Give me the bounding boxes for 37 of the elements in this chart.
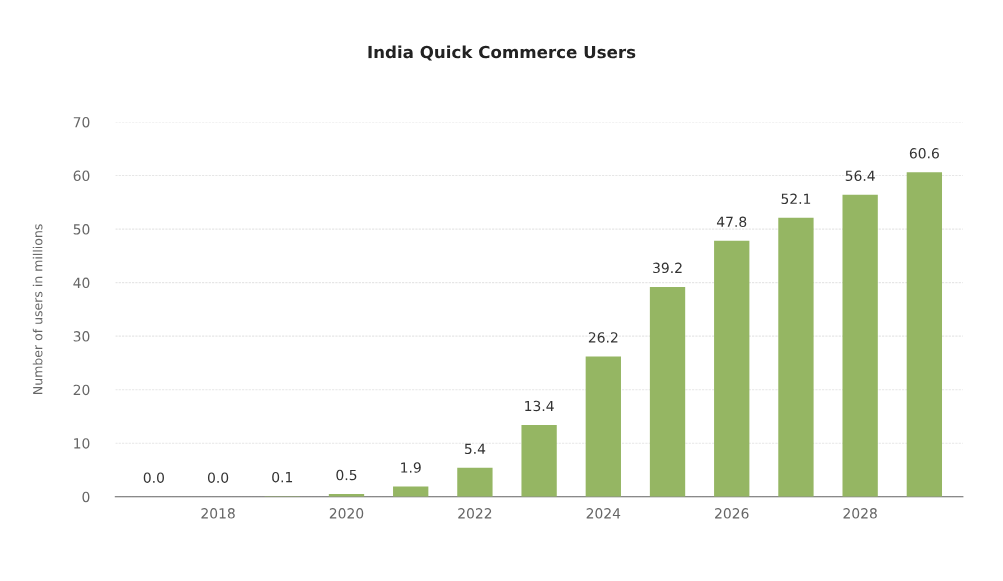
bar (585, 356, 621, 497)
data-label: 56.4 (845, 170, 875, 182)
y-tick-label: 50 (73, 224, 90, 235)
x-tick-label: 2022 (458, 508, 492, 519)
data-label: 0.0 (207, 472, 229, 483)
y-tick-label: 0 (82, 491, 90, 503)
chart-title: India Quick Commerce Users (368, 45, 636, 61)
data-label: 0.1 (272, 471, 293, 483)
data-label: 13.4 (525, 400, 554, 412)
data-label: 60.6 (909, 148, 939, 159)
data-label: 0.0 (143, 472, 164, 483)
bar (778, 217, 814, 497)
x-tick-label: 2024 (586, 508, 621, 519)
x-tick-label: 2028 (843, 508, 877, 519)
data-label: 5.4 (464, 443, 486, 455)
y-tick-label: 70 (73, 116, 90, 128)
bar (521, 425, 557, 497)
data-label: 0.5 (336, 469, 357, 481)
bar (906, 172, 943, 497)
bar (457, 467, 493, 497)
data-label: 52.1 (781, 193, 811, 205)
data-label: 39.2 (653, 262, 682, 274)
data-label: 26.2 (588, 332, 618, 343)
y-tick-label: 60 (73, 170, 90, 182)
y-tick-label: 20 (73, 384, 90, 396)
y-tick-label: 40 (73, 277, 90, 289)
data-label: 1.9 (401, 462, 421, 473)
data-label: 47.8 (716, 216, 747, 228)
x-tick-label: 2018 (201, 508, 235, 519)
y-tick-label: 30 (73, 331, 90, 342)
y-tick-label: 10 (74, 438, 90, 449)
y-axis-title: Number of users in millions (32, 224, 43, 394)
bar (714, 240, 750, 497)
x-tick-label: 2026 (715, 508, 749, 519)
bar (842, 194, 878, 497)
x-tick-label: 2020 (329, 508, 364, 519)
bar (649, 286, 686, 497)
